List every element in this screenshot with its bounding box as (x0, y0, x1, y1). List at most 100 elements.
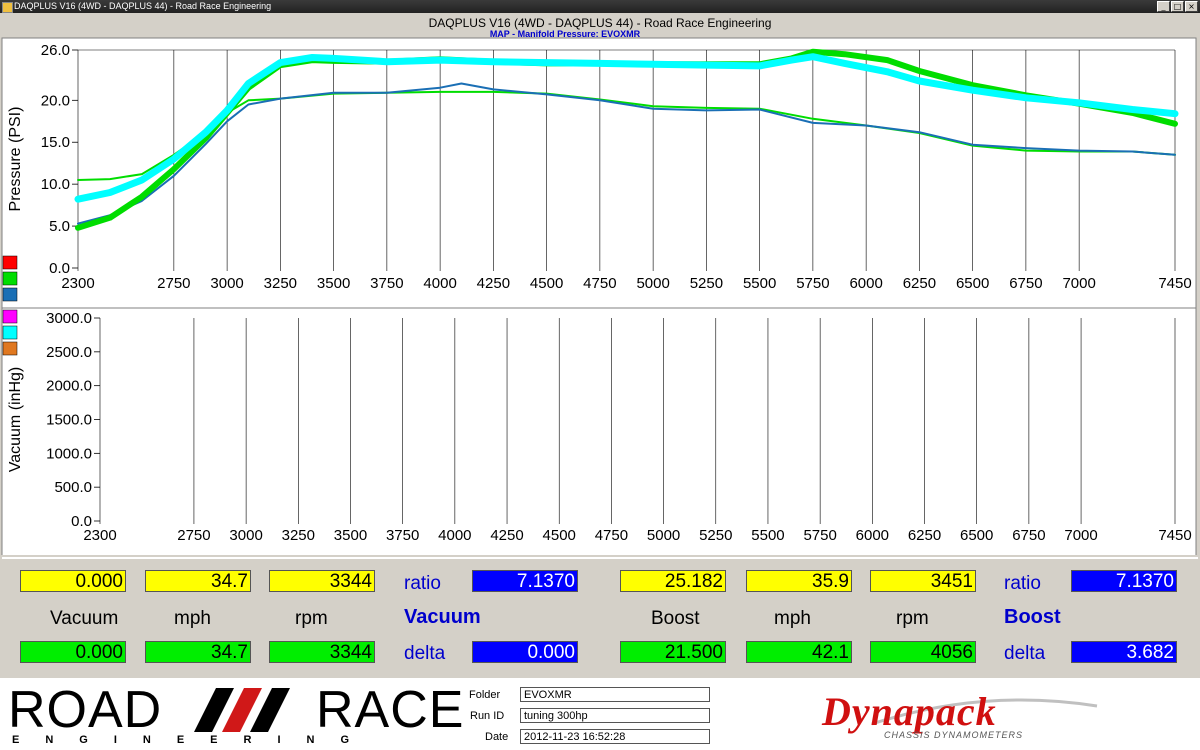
y-axis-label-1: Pressure (PSI) (7, 107, 24, 212)
vacuum-col-label: Vacuum (50, 608, 119, 629)
runid-field: tuning 300hp (520, 708, 710, 723)
x-tick-label-2-1: 2750 (177, 527, 210, 544)
date-field: 2012-11-23 16:52:28 (520, 729, 710, 744)
chart-title: DAQPLUS V16 (4WD - DAQPLUS 44) - Road Ra… (429, 16, 772, 30)
x-tick-label-1-8: 4500 (530, 275, 563, 292)
x-tick-label-1-12: 5500 (743, 275, 776, 292)
folder-label: Folder (469, 689, 501, 701)
legend-swatch-top-2 (2, 271, 18, 286)
vacuum-rpm-top: 3344 (269, 570, 375, 592)
x-tick-label-2-15: 6250 (908, 527, 941, 544)
dynapack-brand: Dynapack (822, 689, 997, 734)
logo-word-road: ROAD (8, 681, 163, 739)
vacuum-ratio-value: 7.1370 (472, 570, 578, 592)
close-button[interactable]: × (1185, 1, 1198, 12)
x-tick-label-2-9: 4750 (595, 527, 628, 544)
plot-panel-1 (1, 37, 1197, 311)
legend-swatch-bottom-3 (2, 341, 18, 356)
runid-label: Run ID (470, 710, 505, 722)
logo-subtitle: ENGINEERING (12, 734, 376, 746)
boost-value-top: 25.182 (620, 570, 726, 592)
plot-panel-2 (1, 307, 1197, 555)
y-tick-label-2-5: 2500.0 (46, 344, 92, 361)
y-tick-label-2-3: 1500.0 (46, 412, 92, 429)
x-tick-label-2-16: 6500 (960, 527, 993, 544)
x-tick-label-1-10: 5000 (636, 275, 669, 292)
boost-rpm-label: rpm (896, 608, 929, 629)
x-tick-label-1-4: 3500 (317, 275, 350, 292)
vacuum-mph-top: 34.7 (145, 570, 251, 592)
x-tick-label-1-9: 4750 (583, 275, 616, 292)
vacuum-delta-label: delta (404, 643, 446, 664)
x-tick-label-2-4: 3500 (334, 527, 367, 544)
x-tick-label-2-10: 5000 (647, 527, 680, 544)
boost-delta-label: delta (1004, 643, 1046, 664)
boost-rpm-bottom: 4056 (870, 641, 976, 663)
dynapack-subtitle: CHASSIS DYNAMOMETERS (884, 730, 1024, 740)
logo-word-race: RACE (316, 681, 465, 739)
boost-value-bottom: 21.500 (620, 641, 726, 663)
boost-delta-value: 3.682 (1071, 641, 1177, 663)
chart-area: DAQPLUS V16 (4WD - DAQPLUS 44) - Road Ra… (0, 13, 1200, 555)
x-tick-label-1-17: 6750 (1009, 275, 1042, 292)
boost-col-label: Boost (651, 608, 700, 629)
x-tick-label-2-12: 5500 (751, 527, 784, 544)
x-tick-label-1-6: 4000 (423, 275, 456, 292)
series-line-1-2 (77, 82, 1176, 225)
date-label: Date (485, 731, 509, 743)
maximize-button[interactable]: □ (1171, 1, 1184, 12)
app-icon (2, 2, 13, 13)
x-tick-label-1-13: 5750 (796, 275, 829, 292)
x-tick-label-2-3: 3250 (282, 527, 315, 544)
vacuum-rpm-label: rpm (295, 608, 328, 629)
dynapack-swoosh-icon (871, 698, 1098, 726)
x-tick-label-2-6: 4000 (438, 527, 471, 544)
x-tick-label-2-0: 2300 (83, 527, 116, 544)
x-tick-label-1-19: 7450 (1158, 275, 1191, 292)
boost-rpm-top: 3451 (870, 570, 976, 592)
y-tick-label-1-4: 20.0 (41, 92, 70, 109)
x-tick-label-2-18: 7000 (1064, 527, 1097, 544)
legend-swatch-bottom-2 (2, 325, 18, 340)
boost-mph-label: mph (774, 608, 811, 629)
vacuum-rpm-bottom: 3344 (269, 641, 375, 663)
vacuum-value-bottom: 0.000 (20, 641, 126, 663)
legend-swatch-top-3 (2, 287, 18, 302)
vacuum-ratio-label: ratio (404, 573, 441, 594)
x-tick-label-2-19: 7450 (1158, 527, 1191, 544)
vacuum-mph-bottom: 34.7 (145, 641, 251, 663)
vacuum-mph-label: mph (174, 608, 211, 629)
window-titlebar: DAQPLUS V16 (4WD - DAQPLUS 44) - Road Ra… (0, 0, 1200, 13)
y-axis-label-2: Vacuum (inHg) (7, 367, 24, 473)
x-tick-label-1-1: 2750 (157, 275, 190, 292)
y-tick-label-2-4: 2000.0 (46, 378, 92, 395)
y-tick-label-1-1: 5.0 (49, 218, 70, 235)
minimize-button[interactable]: _ (1157, 1, 1170, 12)
window-title: DAQPLUS V16 (4WD - DAQPLUS 44) - Road Ra… (14, 1, 272, 11)
x-tick-label-2-8: 4500 (543, 527, 576, 544)
x-tick-label-1-7: 4250 (477, 275, 510, 292)
y-tick-label-1-2: 10.0 (41, 176, 70, 193)
vacuum-header: Vacuum (404, 606, 481, 628)
y-tick-label-1-5: 26.0 (41, 42, 70, 59)
x-tick-label-1-18: 7000 (1062, 275, 1095, 292)
x-tick-label-1-3: 3250 (264, 275, 297, 292)
dynapack-logo: Dynapack CHASSIS DYNAMOMETERS (822, 690, 1102, 750)
x-tick-label-1-0: 2300 (61, 275, 94, 292)
series-line-1-4 (74, 53, 1179, 203)
logo-stripes-icon (194, 688, 290, 732)
y-tick-label-1-0: 0.0 (49, 260, 70, 277)
x-tick-label-1-16: 6500 (956, 275, 989, 292)
y-tick-label-2-1: 500.0 (54, 479, 92, 496)
chart-subtitle: MAP - Manifold Pressure: EVOXMR (490, 29, 641, 39)
y-tick-label-1-3: 15.0 (41, 134, 70, 151)
x-tick-label-2-2: 3000 (229, 527, 262, 544)
y-tick-label-2-6: 3000.0 (46, 310, 92, 327)
legend-swatch-top-1 (2, 255, 18, 270)
x-tick-label-2-7: 4250 (490, 527, 523, 544)
x-tick-label-2-13: 5750 (803, 527, 836, 544)
boost-ratio-label: ratio (1004, 573, 1041, 594)
boost-header: Boost (1004, 606, 1061, 628)
x-tick-label-2-5: 3750 (386, 527, 419, 544)
boost-ratio-value: 7.1370 (1071, 570, 1177, 592)
